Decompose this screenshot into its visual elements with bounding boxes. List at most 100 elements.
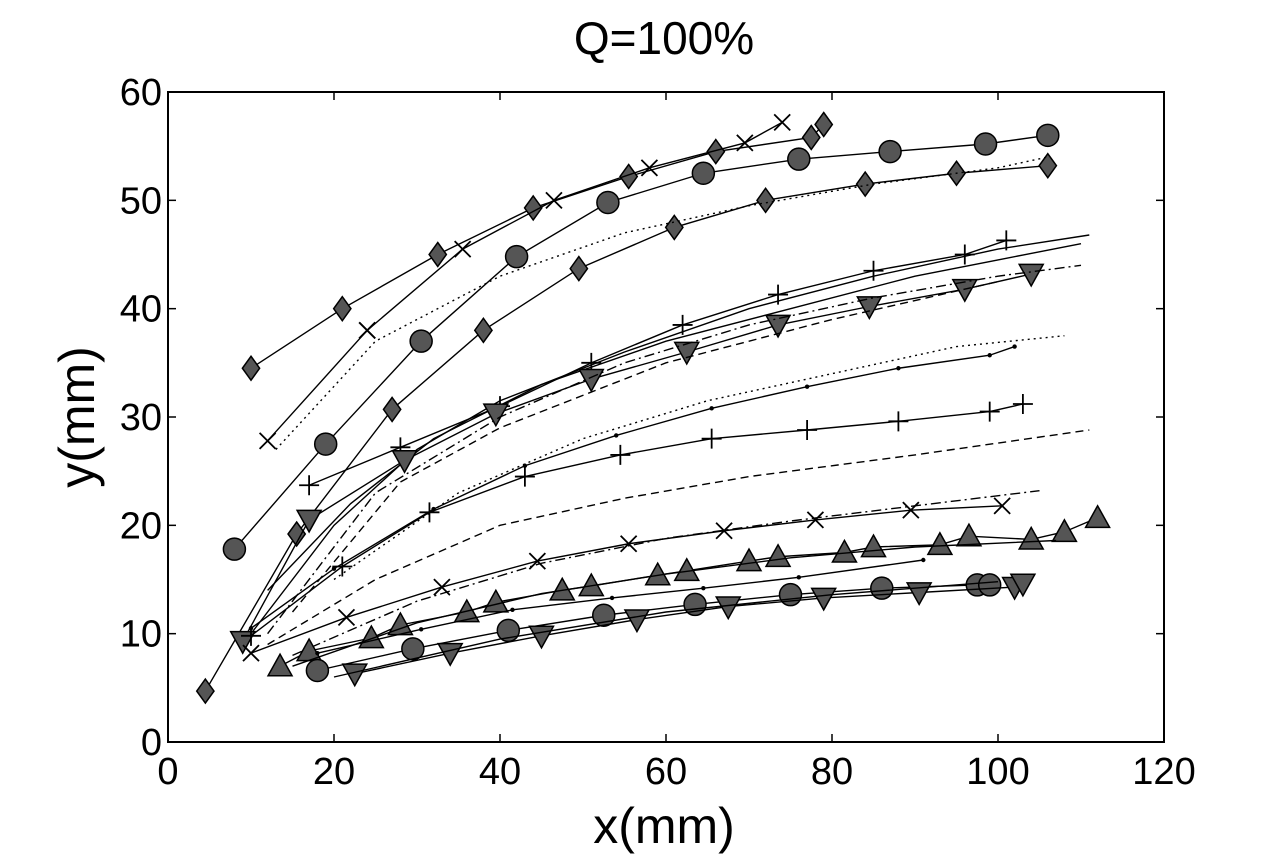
series-diamond-mid bbox=[195, 152, 1058, 705]
chart-title: Q=100% bbox=[574, 12, 754, 64]
series-triangle-down-upper bbox=[229, 263, 1045, 655]
data-point-x bbox=[773, 113, 791, 131]
series-line bbox=[267, 264, 1082, 635]
series-line bbox=[333, 580, 999, 678]
data-point-plus bbox=[979, 401, 1000, 422]
data-point-triangle-down bbox=[391, 449, 418, 474]
data-point-plus bbox=[332, 556, 353, 577]
series-plain-upper-1 bbox=[242, 234, 1090, 645]
data-point-dot bbox=[709, 406, 714, 411]
data-point-triangle-up bbox=[926, 531, 954, 556]
data-point-circle bbox=[222, 537, 247, 561]
data-point-triangle-down bbox=[951, 278, 979, 303]
data-point-circle bbox=[977, 573, 1002, 597]
data-point-circle bbox=[496, 618, 521, 643]
series-line bbox=[250, 124, 825, 369]
series-dotted-mid bbox=[333, 335, 1065, 581]
series-layer bbox=[195, 111, 1111, 705]
x-tick-label: 20 bbox=[313, 751, 355, 793]
data-point-diamond bbox=[756, 187, 776, 214]
series-line bbox=[242, 273, 1032, 642]
data-point-x bbox=[242, 644, 260, 662]
series-dot-lower bbox=[315, 557, 926, 656]
data-point-dot bbox=[315, 650, 320, 656]
data-point-circle bbox=[787, 147, 811, 171]
data-point-triangle-up bbox=[673, 557, 701, 582]
data-point-triangle-down bbox=[856, 296, 883, 321]
data-point-triangle-up bbox=[764, 543, 792, 568]
data-point-triangle-up bbox=[1051, 518, 1078, 543]
data-point-circle bbox=[596, 190, 620, 215]
y-tick-label: 60 bbox=[120, 72, 162, 114]
data-point-diamond bbox=[195, 677, 215, 705]
y-tick-label: 30 bbox=[120, 397, 162, 439]
data-point-dot bbox=[896, 366, 901, 371]
data-point-x bbox=[993, 497, 1011, 515]
data-point-dot bbox=[418, 627, 424, 632]
x-tick-label: 60 bbox=[645, 751, 687, 793]
series-line bbox=[366, 121, 783, 331]
y-tick-label: 10 bbox=[120, 614, 162, 656]
data-point-x bbox=[337, 608, 356, 627]
series-line bbox=[250, 403, 1024, 637]
data-point-x bbox=[806, 511, 825, 529]
data-point-diamond bbox=[473, 317, 493, 344]
data-point-triangle-down bbox=[714, 596, 742, 621]
data-point-x bbox=[640, 159, 659, 177]
data-point-diamond bbox=[855, 170, 875, 198]
data-point-circle bbox=[778, 582, 803, 607]
data-point-dot bbox=[921, 557, 926, 563]
data-point-diamond bbox=[287, 520, 307, 548]
series-line bbox=[292, 539, 1057, 667]
series-plain-lower-2 bbox=[333, 580, 999, 678]
data-point-x bbox=[736, 134, 754, 152]
data-point-diamond bbox=[569, 255, 589, 282]
data-point-diamond bbox=[428, 241, 448, 268]
series-plain-lower-1 bbox=[292, 539, 1057, 667]
x-tick-label: 0 bbox=[157, 751, 178, 793]
data-point-plus bbox=[996, 230, 1017, 251]
data-point-triangle-down bbox=[764, 314, 792, 339]
data-point-dot bbox=[987, 353, 992, 358]
series-triangle-down-lower bbox=[341, 573, 1037, 688]
data-point-circle bbox=[401, 637, 425, 661]
data-point-triangle-up bbox=[735, 547, 763, 572]
data-point-diamond bbox=[706, 138, 726, 165]
x-tick-label: 100 bbox=[966, 751, 1029, 793]
data-point-circle bbox=[973, 132, 998, 156]
data-point-diamond bbox=[241, 354, 261, 382]
x-tick-label: 120 bbox=[1132, 751, 1195, 793]
x-tick-label: 40 bbox=[479, 751, 521, 793]
data-point-x bbox=[358, 321, 376, 339]
data-point-dot bbox=[331, 566, 337, 571]
series-line bbox=[250, 345, 1015, 629]
data-point-triangle-up bbox=[1017, 525, 1045, 550]
data-point-circle bbox=[878, 139, 902, 164]
data-point-plus bbox=[514, 466, 535, 487]
data-point-diamond bbox=[814, 111, 834, 138]
data-point-plus bbox=[1012, 394, 1033, 414]
data-point-triangle-down bbox=[810, 587, 837, 612]
data-point-dot bbox=[510, 607, 515, 613]
y-tick-label: 40 bbox=[120, 289, 162, 331]
data-point-triangle-up bbox=[266, 652, 294, 677]
series-dashdot-upper bbox=[267, 264, 1082, 635]
data-point-diamond bbox=[382, 396, 402, 423]
data-point-plus bbox=[701, 428, 722, 449]
data-point-triangle-down bbox=[229, 630, 256, 655]
data-point-plus bbox=[241, 625, 261, 646]
y-axis-label: y(mm) bbox=[49, 346, 105, 488]
data-point-x bbox=[454, 240, 472, 258]
series-line bbox=[267, 329, 368, 442]
series-line bbox=[204, 164, 1048, 692]
series-plus-mid bbox=[241, 394, 1033, 646]
data-point-triangle-down bbox=[295, 509, 323, 534]
data-point-x bbox=[902, 501, 920, 519]
data-point-plus bbox=[610, 444, 631, 465]
y-tick-label: 50 bbox=[120, 180, 162, 222]
data-point-triangle-up bbox=[1084, 504, 1111, 529]
data-point-x bbox=[715, 522, 733, 540]
data-point-diamond bbox=[1038, 152, 1058, 179]
data-point-plus bbox=[419, 502, 440, 523]
